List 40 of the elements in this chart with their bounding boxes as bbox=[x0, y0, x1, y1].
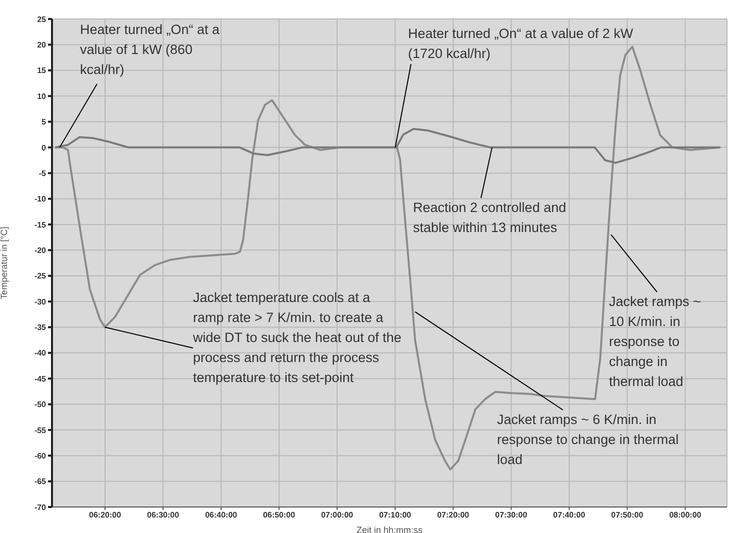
y-tick-label: -65 bbox=[34, 477, 47, 486]
x-tick-label: 06:30:00 bbox=[147, 510, 180, 520]
y-axis-title: Temperatur in [°C] bbox=[0, 226, 10, 300]
y-tick-label: -10 bbox=[34, 194, 47, 204]
x-tick-label: 08:00:00 bbox=[669, 510, 702, 520]
x-tick-label: 07:30:00 bbox=[495, 510, 528, 520]
x-tick-label: 06:20:00 bbox=[89, 510, 122, 520]
y-tick-label: -20 bbox=[34, 246, 47, 255]
x-axis-title: Zeit in hh:mm:ss bbox=[356, 525, 424, 533]
x-tick-label: 07:20:00 bbox=[437, 510, 470, 520]
y-tick-label: -35 bbox=[34, 323, 47, 332]
y-tick-label: 0 bbox=[42, 143, 47, 152]
y-tick-label: -55 bbox=[34, 426, 47, 435]
y-tick-label: 5 bbox=[42, 118, 47, 127]
annotation: Heater turned „On“ at a value of 2 kW (1720 kcal/hr) bbox=[408, 25, 634, 63]
y-tick-label: 20 bbox=[37, 40, 47, 50]
y-tick-label: -30 bbox=[34, 297, 47, 306]
annotation: Jacket ramps ~ 10 K/min. in response to change in thermal load bbox=[609, 293, 702, 391]
y-tick-label: -25 bbox=[34, 272, 47, 281]
y-tick-label: 15 bbox=[37, 66, 47, 76]
y-tick-label: 25 bbox=[37, 14, 47, 24]
y-tick-label: -40 bbox=[34, 348, 47, 358]
y-tick-label: -45 bbox=[34, 374, 47, 384]
x-tick-label: 07:10:00 bbox=[379, 510, 412, 520]
x-tick-label: 07:00:00 bbox=[321, 510, 354, 520]
x-tick-label: 06:40:00 bbox=[205, 510, 238, 520]
y-tick-label: -70 bbox=[34, 502, 47, 512]
annotation: Jacket temperature cools at a ramp rate > 7 K/min. to create a wide DT to suck the heat out of the process and return the process temperature to its set-point bbox=[193, 289, 402, 387]
x-tick-label: 07:50:00 bbox=[611, 510, 644, 520]
y-tick-label: -50 bbox=[34, 400, 47, 410]
y-tick-label: -60 bbox=[34, 451, 47, 460]
annotation: Jacket ramps ~ 6 K/min. in response to change in thermal load bbox=[497, 411, 680, 469]
line-series bbox=[54, 128, 722, 164]
y-tick-label: -5 bbox=[38, 168, 47, 178]
x-tick-label: 06:50:00 bbox=[263, 510, 296, 520]
annotation: Reaction 2 controlled and stable within 13 minutes bbox=[413, 199, 568, 237]
x-tick-label: 07:40:00 bbox=[553, 510, 586, 520]
annotation: Heater turned „On“ at a value of 1 kW (860 kcal/hr) bbox=[80, 21, 221, 79]
y-tick-label: 10 bbox=[37, 92, 47, 101]
y-tick-label: -15 bbox=[34, 220, 47, 230]
